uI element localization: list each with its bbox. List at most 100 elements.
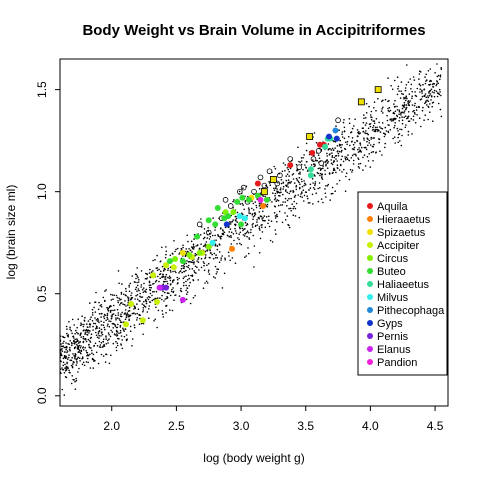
square-point	[374, 86, 382, 94]
background-point	[128, 290, 131, 293]
background-point	[134, 306, 136, 309]
background-point	[107, 342, 109, 344]
point-milvus	[209, 239, 216, 246]
background-point	[319, 172, 322, 175]
background-point	[378, 141, 381, 144]
background-point	[403, 110, 406, 112]
background-point	[68, 371, 70, 374]
background-point	[351, 169, 354, 171]
background-point	[396, 105, 398, 108]
background-point	[411, 95, 414, 97]
background-point	[354, 118, 356, 121]
background-point	[62, 361, 65, 364]
background-point	[124, 312, 126, 314]
background-point	[254, 224, 257, 227]
background-point	[200, 257, 203, 260]
background-point	[75, 340, 77, 343]
legend-marker	[367, 281, 373, 287]
background-point	[146, 311, 149, 313]
background-point	[381, 154, 383, 156]
background-point	[69, 328, 71, 331]
background-point	[100, 353, 103, 356]
background-point	[137, 308, 140, 311]
background-point	[76, 339, 79, 341]
background-point	[259, 207, 262, 210]
background-point	[72, 337, 75, 339]
background-point	[247, 207, 250, 209]
background-point	[376, 126, 378, 129]
background-point	[121, 283, 123, 285]
background-point	[117, 301, 119, 304]
background-point	[333, 167, 335, 170]
background-point	[345, 156, 348, 159]
background-point	[138, 314, 140, 316]
background-point	[256, 221, 258, 223]
background-point	[229, 259, 231, 262]
background-point	[116, 335, 118, 337]
background-point	[405, 84, 408, 86]
point-gyps	[333, 135, 340, 142]
background-point	[112, 298, 114, 301]
background-point	[363, 117, 365, 119]
background-point	[411, 90, 414, 93]
background-point	[146, 277, 148, 279]
background-point	[134, 288, 137, 291]
background-point	[312, 159, 314, 161]
background-point	[298, 172, 300, 175]
background-point	[327, 143, 330, 145]
background-point	[350, 141, 353, 143]
background-point	[62, 342, 64, 345]
background-point	[72, 340, 75, 343]
point-buteo	[263, 196, 270, 203]
background-point	[188, 277, 191, 280]
background-point	[118, 318, 121, 320]
background-point	[229, 228, 232, 230]
background-point	[284, 164, 287, 166]
background-point	[255, 204, 257, 207]
point-buteo	[205, 217, 212, 224]
background-point	[274, 229, 277, 231]
background-point	[204, 243, 207, 245]
background-point	[317, 187, 319, 190]
background-point	[109, 310, 112, 312]
background-point	[412, 110, 414, 113]
legend-label: Aquila	[377, 201, 408, 213]
background-point	[187, 274, 190, 277]
background-point	[369, 125, 372, 128]
background-point	[251, 224, 253, 226]
point-accipiter	[139, 317, 146, 324]
background-point	[72, 378, 74, 381]
background-point	[113, 333, 116, 335]
background-point	[362, 169, 364, 171]
background-point	[300, 160, 303, 162]
background-point	[421, 92, 423, 94]
background-point	[169, 279, 172, 282]
background-point	[327, 160, 330, 163]
background-point	[86, 355, 88, 357]
background-point	[347, 154, 349, 156]
background-point	[189, 249, 192, 252]
background-point	[344, 141, 347, 144]
background-point	[70, 364, 73, 367]
background-point	[357, 151, 360, 153]
open-circle-points	[196, 117, 341, 236]
background-point	[165, 312, 167, 314]
background-point	[108, 305, 111, 308]
background-point	[259, 192, 262, 194]
background-point	[255, 206, 258, 209]
background-point	[320, 168, 323, 170]
background-point	[182, 267, 185, 270]
background-point	[200, 266, 203, 269]
legend-marker	[367, 255, 373, 261]
background-point	[373, 122, 376, 124]
background-point	[291, 203, 294, 205]
background-point	[223, 272, 226, 275]
background-point	[364, 132, 366, 134]
background-point	[152, 259, 154, 262]
background-point	[290, 209, 293, 212]
background-point	[128, 306, 131, 309]
background-point	[308, 189, 310, 191]
background-point	[203, 269, 206, 272]
background-point	[87, 354, 90, 357]
open-circle-point	[222, 197, 229, 203]
